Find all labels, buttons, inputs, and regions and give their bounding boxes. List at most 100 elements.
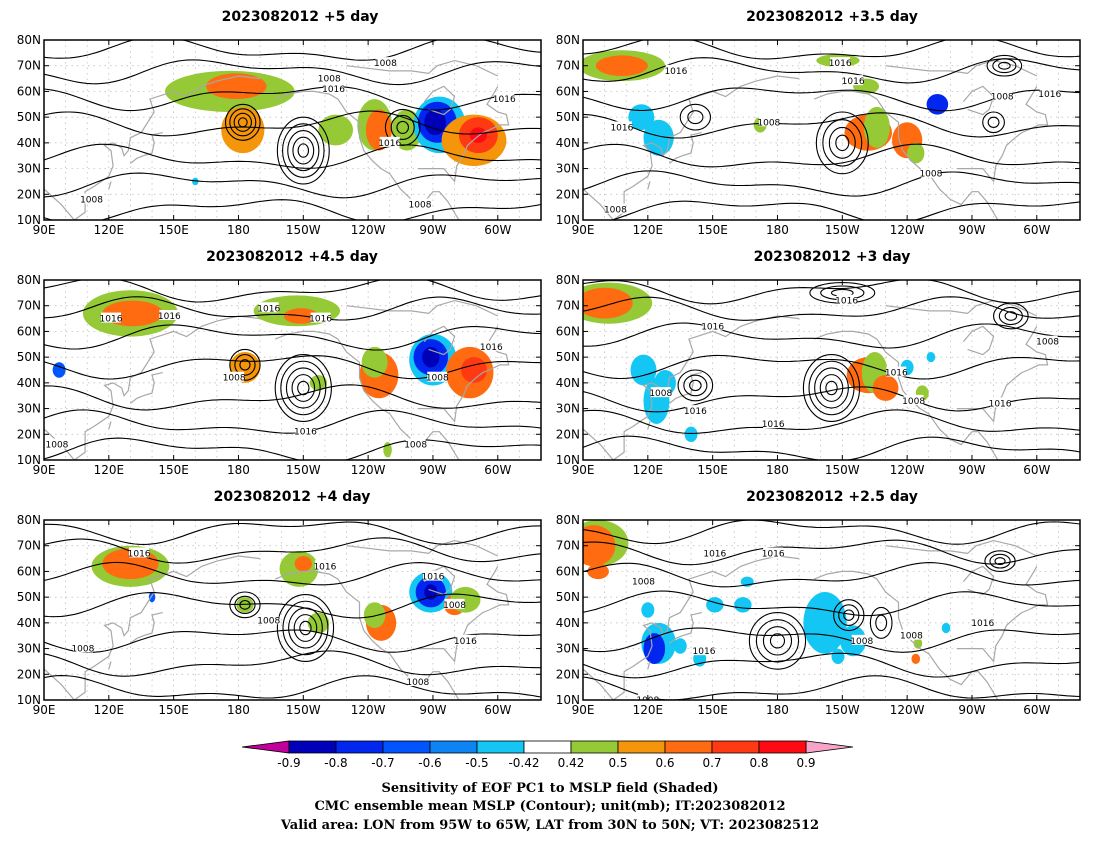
lon-tick-label: 150W	[825, 463, 860, 477]
coastline	[583, 75, 800, 220]
lon-tick-label: 150E	[158, 463, 189, 477]
lon-tick-label: 150E	[697, 223, 728, 237]
contour-label: 1008	[919, 170, 942, 180]
contour-label-bg	[1039, 88, 1060, 98]
contour-label-bg	[224, 371, 245, 382]
lat-tick-label: 70N	[17, 59, 41, 73]
contour-label: 1016	[762, 420, 785, 430]
panel-title: 2023082012 +2.5 day	[746, 489, 918, 505]
contour-label: 1008	[257, 616, 280, 626]
coastline	[130, 132, 163, 164]
map-panel-4: 2023082012 +3 day 1016101610081016101610…	[556, 249, 1081, 477]
lat-tick-label: 10N	[17, 213, 41, 227]
isobar-contour	[44, 675, 541, 699]
contour-label-bg	[903, 394, 924, 405]
pressure-ring	[276, 594, 335, 662]
contour-label-bg	[611, 121, 632, 132]
isobar-contour	[583, 322, 1080, 349]
panel-map-layer: 1016 1016 1016 1008 1016 1008 1016 1008 1008	[583, 40, 1080, 220]
coastline	[669, 612, 702, 644]
lon-tick-label: 60W	[484, 463, 511, 477]
panel-frame	[582, 39, 1081, 221]
sensitivity-shade	[206, 73, 267, 100]
lon-tick-label: 180	[766, 223, 789, 237]
lat-tick-label: 20N	[17, 187, 41, 201]
lat-tick-label: 30N	[556, 642, 580, 656]
pressure-ring	[292, 136, 315, 165]
contour-label-bg	[694, 645, 715, 656]
sensitivity-shade	[907, 142, 925, 164]
pressure-ring	[989, 553, 1011, 569]
coastline	[962, 565, 995, 596]
lat-tick-label: 40N	[556, 136, 580, 150]
lon-tick-label: 90E	[572, 463, 595, 477]
lon-tick-label: 150E	[697, 703, 728, 717]
lon-tick-label: 150E	[158, 703, 189, 717]
coastline	[669, 372, 702, 404]
pressure-ring	[224, 103, 261, 141]
contour-label-bg	[843, 75, 864, 86]
pressure-ring	[993, 302, 1029, 330]
pressure-ring	[994, 557, 1006, 566]
contour-label-bg	[758, 116, 779, 127]
isobar-contour	[44, 437, 541, 460]
lon-tick-label: 180	[227, 223, 250, 237]
pressure-ring	[384, 108, 421, 146]
coastline	[44, 555, 261, 700]
contour-label-bg	[258, 614, 279, 625]
panel-frame	[582, 279, 1081, 461]
contour-label: 1008	[71, 645, 94, 655]
pressure-ring	[293, 614, 318, 642]
lat-tick-label: 10N	[556, 213, 580, 227]
isobar-contour	[44, 650, 541, 677]
isobar-contour	[44, 143, 541, 169]
colorbar-tick-label: 0.42	[558, 756, 585, 770]
contour-label: 1016	[885, 369, 908, 379]
sensitivity-shade	[641, 602, 655, 618]
pressure-ring	[276, 116, 330, 185]
contour-label-bg	[704, 547, 725, 558]
contour-label-bg	[702, 320, 723, 331]
pressure-ring	[229, 591, 261, 619]
lat-tick-label: 50N	[556, 590, 580, 604]
isobar-contour	[44, 172, 541, 199]
contour-label: 1016	[422, 573, 445, 583]
sensitivity-shade	[630, 354, 657, 386]
contour-label: 1008	[850, 637, 873, 647]
lon-tick-label: 90W	[958, 703, 985, 717]
sensitivity-shade	[221, 106, 265, 154]
pressure-ring	[748, 612, 807, 670]
lon-tick-label: 120E	[633, 223, 664, 237]
colorbar: -0.9 -0.8 -0.7 -0.6 -0.5 -0.42 0.42 0.5 0.6 0.7 0.…	[241, 740, 854, 770]
coastline	[346, 299, 499, 317]
pressure-ring	[297, 380, 310, 396]
sensitivity-shade	[863, 106, 890, 148]
sensitivity-shade	[684, 426, 698, 442]
colorbar-tick-label: 0.5	[608, 756, 627, 770]
contour-label-bg	[375, 57, 396, 68]
lat-tick-label: 70N	[556, 539, 580, 553]
contour-label: 1008	[426, 374, 449, 384]
contour-label: 1016	[100, 315, 123, 325]
isobar-contour	[44, 384, 541, 411]
contour-label: 1008	[757, 118, 780, 128]
sensitivity-shade	[192, 177, 199, 186]
contour-label-bg	[422, 570, 443, 581]
contour-label-bg	[129, 547, 150, 558]
coastline	[885, 539, 1038, 557]
colorbar-segment	[382, 740, 431, 754]
panel-axis-ticks: 90E 120E 150E 180 150W 120W 90W 60W 10N 20N 30N 40N…	[17, 273, 541, 477]
coastline	[956, 86, 1049, 183]
lat-tick-label: 80N	[556, 513, 580, 527]
coastline	[108, 421, 112, 430]
sensitivity-shade	[583, 287, 633, 319]
pressure-ring	[819, 374, 844, 402]
panel-axis-ticks: 90E 120E 150E 180 150W 120W 90W 60W 10N 20N 30N 40N…	[556, 273, 1080, 477]
panel-axis-ticks: 90E 120E 150E 180 150W 120W 90W 60W 10N 20N 30N 40N…	[556, 33, 1080, 237]
pressure-ring	[390, 114, 415, 140]
pressure-ring	[828, 126, 856, 159]
lat-tick-label: 30N	[556, 402, 580, 416]
colorbar-arrow-left	[241, 740, 290, 754]
colorbar-segment	[664, 740, 713, 754]
